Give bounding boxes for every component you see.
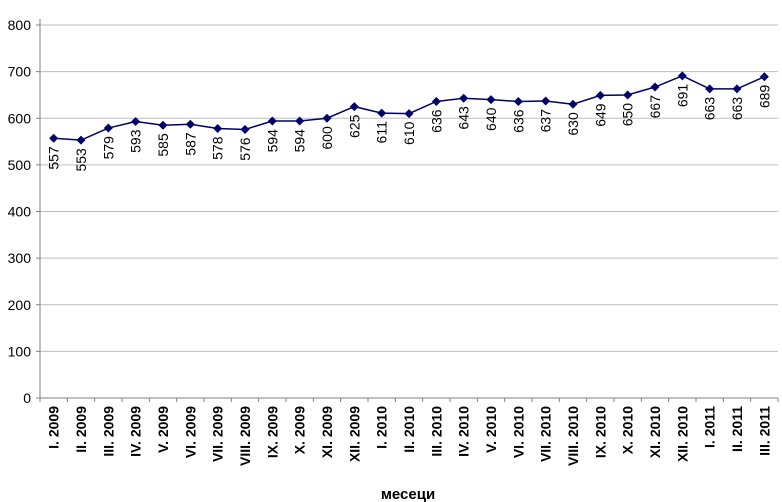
- data-label: 689: [756, 85, 772, 109]
- y-axis: 0 100 200 300 400 500 600 700 800: [8, 17, 41, 406]
- x-tick-label: V. 2010: [483, 406, 499, 453]
- data-label: 557: [46, 146, 62, 170]
- x-tick-label: IV. 2009: [128, 406, 144, 457]
- data-point: [705, 84, 715, 94]
- x-tick-label: I. 2009: [46, 406, 62, 449]
- x-tick-label: II. 2009: [73, 406, 89, 453]
- data-label: 650: [620, 103, 636, 127]
- data-label: 578: [210, 136, 226, 160]
- data-label: 585: [155, 133, 171, 157]
- data-point: [595, 90, 605, 100]
- gridlines: [40, 24, 778, 352]
- data-point: [158, 120, 168, 130]
- data-label: 610: [401, 121, 417, 145]
- x-tick-label: VI. 2009: [182, 406, 198, 458]
- data-point: [267, 116, 277, 126]
- x-axis-title: месеци: [381, 486, 435, 502]
- data-label: 636: [510, 109, 526, 133]
- data-point: [49, 133, 59, 143]
- data-label: 594: [264, 129, 280, 153]
- x-tick-label: I. 2010: [374, 406, 390, 449]
- data-label: 667: [647, 95, 663, 119]
- x-tick-label: XI. 2010: [647, 406, 663, 458]
- data-point: [732, 84, 742, 94]
- x-tick-label: IV. 2010: [456, 406, 472, 457]
- data-point: [131, 117, 141, 127]
- data-point: [677, 71, 687, 81]
- x-tick-label: XII. 2009: [346, 406, 362, 462]
- x-tick-label: II. 2011: [729, 406, 745, 452]
- y-tick-label: 400: [8, 204, 32, 220]
- data-label: 649: [592, 103, 608, 127]
- y-tick-label: 0: [23, 390, 31, 406]
- x-tick-label: III. 2009: [100, 406, 116, 457]
- x-tick-label: IX. 2009: [264, 406, 280, 458]
- data-point: [486, 95, 496, 105]
- data-point: [650, 82, 660, 92]
- x-tick-label: VIII. 2010: [565, 406, 581, 466]
- x-tick-label: XII. 2010: [674, 406, 690, 462]
- x-tick-label: V. 2009: [155, 406, 171, 453]
- data-point: [541, 96, 551, 106]
- data-point: [431, 96, 441, 106]
- data-point: [185, 119, 195, 129]
- data-label: 579: [100, 136, 116, 160]
- data-label: 637: [538, 109, 554, 133]
- series-line: [49, 71, 769, 145]
- data-label: 594: [292, 129, 308, 153]
- x-tick-label: X. 2010: [620, 406, 636, 454]
- data-point: [295, 116, 305, 126]
- data-point: [377, 108, 387, 118]
- data-point: [623, 90, 633, 100]
- data-label: 576: [237, 137, 253, 161]
- data-label: 611: [374, 121, 390, 144]
- data-labels: 557 553 579 593 585 587 578 576 594 594 600 625 611 6…: [46, 84, 773, 172]
- x-tick-label: IX. 2010: [592, 406, 608, 458]
- y-tick-label: 600: [8, 110, 32, 126]
- y-tick-label: 700: [8, 64, 32, 80]
- data-label: 625: [346, 114, 362, 138]
- x-tick-label: VII. 2009: [210, 406, 226, 462]
- data-label: 630: [565, 112, 581, 136]
- data-point: [459, 93, 469, 103]
- x-tick-label: VII. 2010: [538, 406, 554, 462]
- data-point: [103, 123, 113, 133]
- data-label: 663: [702, 97, 718, 121]
- data-label: 600: [319, 126, 335, 150]
- data-point: [213, 124, 223, 134]
- y-tick-label: 200: [8, 297, 32, 313]
- x-tick-label: VI. 2010: [510, 406, 526, 458]
- data-point: [513, 96, 523, 106]
- data-label: 553: [73, 148, 89, 172]
- y-tick-label: 800: [8, 17, 32, 33]
- data-point: [759, 72, 769, 82]
- x-tick-label: VIII. 2009: [237, 406, 253, 466]
- x-tick-label: III. 2010: [428, 406, 444, 457]
- y-tick-label: 100: [8, 343, 32, 359]
- data-point: [404, 109, 414, 119]
- data-point: [240, 124, 250, 134]
- y-tick-label: 500: [8, 157, 32, 173]
- data-point: [568, 99, 578, 109]
- x-tick-label: X. 2009: [292, 406, 308, 454]
- data-point: [322, 113, 332, 123]
- x-axis: I. 2009 II. 2009 III. 2009 IV. 2009 V. 2009 V…: [39, 397, 779, 466]
- data-label: 640: [483, 107, 499, 131]
- data-label: 663: [729, 97, 745, 121]
- x-tick-label: XI. 2009: [319, 406, 335, 458]
- data-label: 587: [182, 132, 198, 156]
- x-tick-label: III. 2011: [756, 406, 772, 456]
- y-tick-label: 300: [8, 250, 32, 266]
- x-tick-label: I. 2011: [702, 406, 718, 448]
- data-point: [76, 135, 86, 145]
- data-label: 593: [128, 129, 144, 153]
- data-point: [349, 102, 359, 112]
- x-tick-label: II. 2010: [401, 406, 417, 453]
- data-label: 643: [456, 106, 472, 130]
- data-label: 636: [428, 109, 444, 133]
- data-label: 691: [674, 84, 690, 108]
